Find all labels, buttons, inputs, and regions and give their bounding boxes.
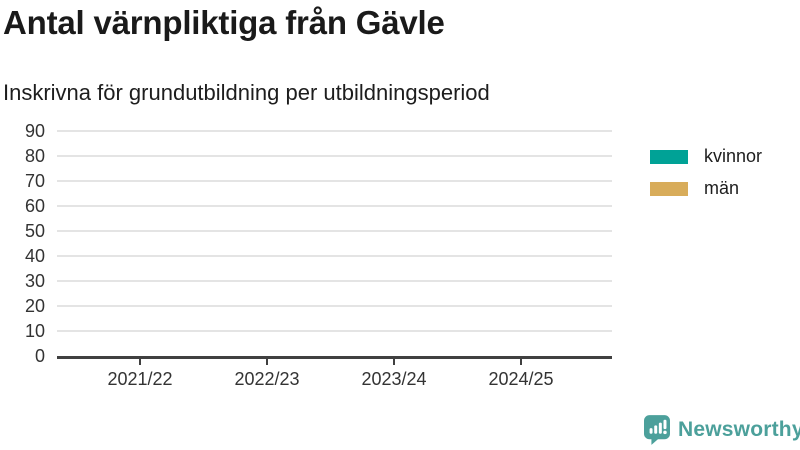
gridline (57, 305, 612, 307)
x-tick-label: 2021/22 (107, 369, 173, 389)
newsworthy-logo-link[interactable]: Newsworthy (644, 415, 800, 445)
legend-label: män (704, 178, 740, 198)
x-axis: 2021/22 2022/23 2023/24 2024/25 (57, 359, 612, 399)
x-tick (393, 359, 395, 365)
x-tick (139, 359, 141, 365)
newsworthy-wordmark: Newsworthy (678, 418, 800, 441)
gridline (57, 330, 612, 332)
legend-item-kvinnor: kvinnor (650, 146, 762, 167)
gridline (57, 204, 612, 207)
plot-area (57, 130, 612, 359)
y-tick-label: 60 (24, 195, 45, 216)
y-tick-label: 20 (24, 296, 45, 316)
x-tick (520, 359, 522, 365)
x-tick-label: 2022/23 (234, 369, 300, 389)
x-tick (266, 359, 268, 365)
chart-title: Antal värnpliktiga från Gävle (3, 4, 445, 41)
y-tick-label: 10 (24, 321, 45, 341)
y-tick-label: 90 (24, 121, 45, 141)
legend-swatch (650, 181, 688, 196)
y-tick-label: 80 (24, 146, 45, 166)
y-axis: 0 10 20 30 40 50 60 70 80 90 (0, 122, 45, 365)
gridline (57, 279, 612, 282)
chart-subtitle: Inskrivna för grundutbildning per utbild… (3, 80, 490, 105)
gridline (57, 230, 612, 232)
legend-label: kvinnor (704, 146, 763, 166)
legend: kvinnor män (650, 146, 762, 199)
x-tick-label: 2024/25 (488, 369, 554, 389)
gridline (57, 255, 612, 257)
y-tick-label: 40 (24, 246, 45, 266)
gridline (57, 155, 612, 157)
legend-item-män: män (650, 178, 762, 199)
y-tick-label: 50 (24, 221, 45, 241)
y-tick-label: 30 (24, 270, 45, 291)
y-tick-label: 0 (34, 346, 45, 366)
x-tick-label: 2023/24 (361, 369, 427, 389)
gridline (57, 180, 612, 182)
newsworthy-icon (644, 415, 670, 445)
legend-swatch (650, 149, 688, 164)
gridline (57, 130, 612, 132)
y-tick-label: 70 (24, 171, 45, 191)
